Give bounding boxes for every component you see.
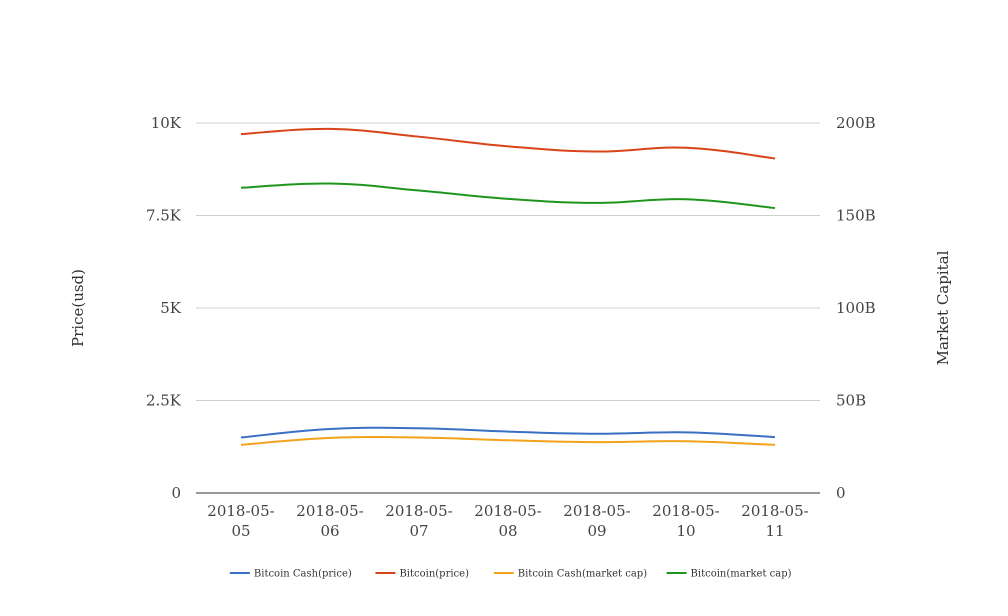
right-y-tick-label: 150B [836, 207, 876, 225]
legend-item[interactable]: Bitcoin Cash(market cap) [493, 569, 647, 580]
series-line-2 [240, 435, 776, 446]
series-lines [240, 127, 776, 446]
legend-label: Bitcoin Cash(market cap) [518, 569, 647, 580]
x-tick-label: 2018-05-07 [385, 502, 452, 540]
right-y-tick-label: 200B [836, 114, 876, 132]
x-tick-label: 2018-05-10 [652, 502, 719, 540]
series-line-3 [240, 182, 776, 210]
x-axis-ticks: 2018-05-05 2018-05-06 2018-05-07 2018-05-08… [207, 502, 808, 540]
right-y-axis-ticks: 0 50B 100B 150B 200B [836, 114, 876, 502]
right-y-tick-label: 100B [836, 299, 876, 317]
x-tick-label: 2018-05-08 [474, 502, 541, 540]
left-y-tick-label: 5K [160, 299, 182, 317]
left-y-axis-title: Price(usd) [69, 269, 87, 347]
legend-label: Bitcoin(price) [399, 569, 469, 580]
legend-label: Bitcoin(market cap) [691, 569, 792, 580]
right-y-axis-title: Market Capital [934, 250, 952, 365]
x-tick-label: 2018-05-05 [207, 502, 274, 540]
left-y-tick-label: 10K [151, 114, 182, 132]
left-y-tick-label: 7.5K [146, 207, 182, 225]
left-y-tick-label: 0 [171, 484, 181, 502]
legend-item[interactable]: Bitcoin(market cap) [666, 569, 792, 580]
legend-item[interactable]: Bitcoin(price) [375, 569, 469, 580]
gridlines [196, 122, 820, 401]
series-line-1 [240, 127, 776, 160]
right-y-tick-label: 50B [836, 392, 866, 410]
legend-label: Bitcoin Cash(price) [254, 569, 352, 580]
x-tick-label: 2018-05-09 [563, 502, 630, 540]
x-tick-label: 2018-05-11 [741, 502, 808, 540]
legend-item[interactable]: Bitcoin Cash(price) [229, 569, 352, 580]
series-line-0 [240, 426, 776, 439]
right-y-tick-label: 0 [836, 484, 846, 502]
x-tick-label: 2018-05-06 [296, 502, 363, 540]
left-y-tick-label: 2.5K [146, 392, 182, 410]
left-y-axis-ticks: 0 2.5K 5K 7.5K 10K [146, 114, 182, 502]
legend: Bitcoin Cash(price) Bitcoin(price) Bitcoin… [229, 569, 792, 580]
